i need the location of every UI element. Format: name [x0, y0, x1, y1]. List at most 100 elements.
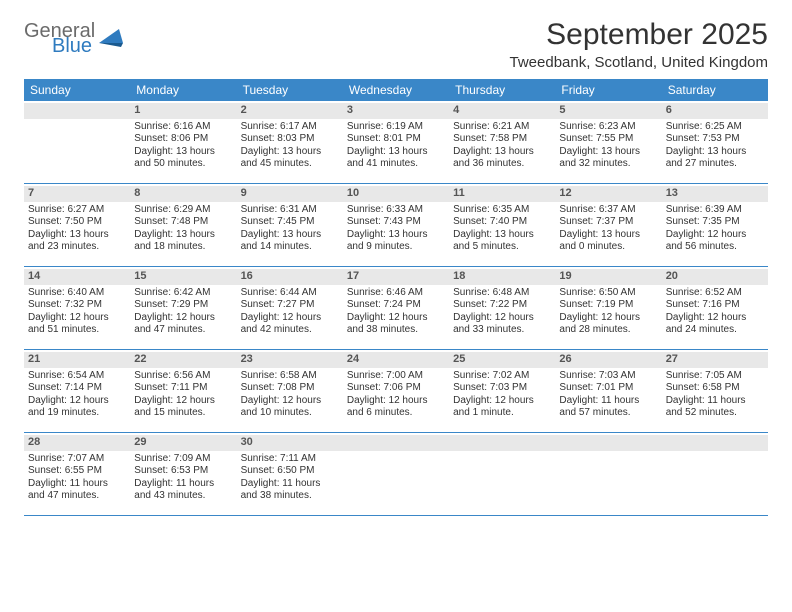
day-number: 26 — [559, 353, 571, 365]
day-cell: 21Sunrise: 6:54 AMSunset: 7:14 PMDayligh… — [24, 350, 130, 432]
day-detail-line: Sunset: 7:32 PM — [28, 299, 126, 312]
day-detail-line: Sunrise: 6:48 AM — [453, 287, 551, 300]
day-detail-line: Daylight: 13 hours — [134, 229, 232, 242]
day-detail-line: and 32 minutes. — [559, 158, 657, 171]
day-cell: 2Sunrise: 6:17 AMSunset: 8:03 PMDaylight… — [237, 101, 343, 183]
daynum-row: 10 — [343, 186, 449, 202]
daynum-row — [24, 103, 130, 119]
day-cell: 3Sunrise: 6:19 AMSunset: 8:01 PMDaylight… — [343, 101, 449, 183]
day-cell: 15Sunrise: 6:42 AMSunset: 7:29 PMDayligh… — [130, 267, 236, 349]
day-detail-line: Sunset: 7:19 PM — [559, 299, 657, 312]
day-detail-line: Daylight: 11 hours — [559, 395, 657, 408]
daynum-row — [343, 435, 449, 451]
day-detail-line: and 18 minutes. — [134, 241, 232, 254]
day-detail-line: Sunrise: 6:19 AM — [347, 121, 445, 134]
day-detail-line: Sunrise: 7:05 AM — [666, 370, 764, 383]
day-number: 9 — [241, 187, 247, 199]
day-detail-line: Sunset: 7:53 PM — [666, 133, 764, 146]
daynum-row: 26 — [555, 352, 661, 368]
day-cell: 16Sunrise: 6:44 AMSunset: 7:27 PMDayligh… — [237, 267, 343, 349]
daynum-row: 7 — [24, 186, 130, 202]
day-detail-line: Sunset: 7:58 PM — [453, 133, 551, 146]
day-number: 22 — [134, 353, 146, 365]
day-detail-line: Sunrise: 6:21 AM — [453, 121, 551, 134]
week-row: 7Sunrise: 6:27 AMSunset: 7:50 PMDaylight… — [24, 184, 768, 267]
day-cell: 26Sunrise: 7:03 AMSunset: 7:01 PMDayligh… — [555, 350, 661, 432]
daynum-row: 8 — [130, 186, 236, 202]
day-detail-line: Sunrise: 6:40 AM — [28, 287, 126, 300]
day-detail-line: Daylight: 13 hours — [28, 229, 126, 242]
day-detail-line: and 41 minutes. — [347, 158, 445, 171]
day-detail-line: and 15 minutes. — [134, 407, 232, 420]
day-detail-line: Sunrise: 7:09 AM — [134, 453, 232, 466]
daynum-row: 27 — [662, 352, 768, 368]
day-number: 17 — [347, 270, 359, 282]
day-number: 13 — [666, 187, 678, 199]
day-number: 27 — [666, 353, 678, 365]
day-detail-line: Sunrise: 7:07 AM — [28, 453, 126, 466]
day-number — [347, 436, 350, 448]
day-detail-line: Sunrise: 6:54 AM — [28, 370, 126, 383]
day-cell: 7Sunrise: 6:27 AMSunset: 7:50 PMDaylight… — [24, 184, 130, 266]
day-detail-line: Sunset: 7:11 PM — [134, 382, 232, 395]
day-detail-line: and 10 minutes. — [241, 407, 339, 420]
day-detail-line: Sunrise: 6:39 AM — [666, 204, 764, 217]
day-cell: 8Sunrise: 6:29 AMSunset: 7:48 PMDaylight… — [130, 184, 236, 266]
day-detail-line: Daylight: 12 hours — [28, 395, 126, 408]
day-detail-line: Sunset: 7:01 PM — [559, 382, 657, 395]
logo-word2: Blue — [52, 37, 95, 56]
day-number: 15 — [134, 270, 146, 282]
day-number: 20 — [666, 270, 678, 282]
day-detail-line: Sunset: 7:08 PM — [241, 382, 339, 395]
daynum-row: 25 — [449, 352, 555, 368]
dayheader: Sunday — [24, 79, 130, 101]
day-detail-line: Sunset: 6:58 PM — [666, 382, 764, 395]
day-cell — [24, 101, 130, 183]
day-cell: 27Sunrise: 7:05 AMSunset: 6:58 PMDayligh… — [662, 350, 768, 432]
day-number: 21 — [28, 353, 40, 365]
day-cell: 6Sunrise: 6:25 AMSunset: 7:53 PMDaylight… — [662, 101, 768, 183]
day-number — [559, 436, 562, 448]
day-number: 16 — [241, 270, 253, 282]
daynum-row: 4 — [449, 103, 555, 119]
day-detail-line: Sunrise: 6:31 AM — [241, 204, 339, 217]
day-detail-line: and 1 minute. — [453, 407, 551, 420]
daynum-row: 30 — [237, 435, 343, 451]
day-cell — [343, 433, 449, 515]
dayheader: Friday — [555, 79, 661, 101]
daynum-row: 16 — [237, 269, 343, 285]
day-detail-line: and 38 minutes. — [347, 324, 445, 337]
header: General Blue September 2025 Tweedbank, S… — [24, 18, 768, 71]
day-detail-line: and 42 minutes. — [241, 324, 339, 337]
day-cell: 13Sunrise: 6:39 AMSunset: 7:35 PMDayligh… — [662, 184, 768, 266]
day-detail-line: Sunrise: 6:58 AM — [241, 370, 339, 383]
day-detail-line: and 51 minutes. — [28, 324, 126, 337]
day-detail-line: Sunrise: 6:17 AM — [241, 121, 339, 134]
day-cell: 19Sunrise: 6:50 AMSunset: 7:19 PMDayligh… — [555, 267, 661, 349]
day-detail-line: Sunrise: 7:02 AM — [453, 370, 551, 383]
day-number: 18 — [453, 270, 465, 282]
day-detail-line: Sunrise: 6:33 AM — [347, 204, 445, 217]
day-detail-line: Daylight: 13 hours — [241, 229, 339, 242]
day-detail-line: Daylight: 13 hours — [347, 229, 445, 242]
day-detail-line: Daylight: 13 hours — [241, 146, 339, 159]
daynum-row: 9 — [237, 186, 343, 202]
day-cell: 14Sunrise: 6:40 AMSunset: 7:32 PMDayligh… — [24, 267, 130, 349]
day-detail-line: Daylight: 12 hours — [453, 312, 551, 325]
day-detail-line: and 5 minutes. — [453, 241, 551, 254]
daynum-row: 11 — [449, 186, 555, 202]
day-number — [28, 104, 31, 116]
day-detail-line: Daylight: 13 hours — [347, 146, 445, 159]
day-detail-line: Daylight: 12 hours — [134, 395, 232, 408]
day-detail-line: Sunrise: 7:11 AM — [241, 453, 339, 466]
day-detail-line: and 57 minutes. — [559, 407, 657, 420]
day-detail-line: and 6 minutes. — [347, 407, 445, 420]
day-detail-line: Sunset: 7:24 PM — [347, 299, 445, 312]
day-detail-line: Daylight: 11 hours — [241, 478, 339, 491]
day-detail-line: Daylight: 12 hours — [453, 395, 551, 408]
week-row: 28Sunrise: 7:07 AMSunset: 6:55 PMDayligh… — [24, 433, 768, 516]
day-detail-line: and 9 minutes. — [347, 241, 445, 254]
month-title: September 2025 — [510, 18, 769, 52]
day-detail-line: Daylight: 12 hours — [666, 312, 764, 325]
week-row: 14Sunrise: 6:40 AMSunset: 7:32 PMDayligh… — [24, 267, 768, 350]
